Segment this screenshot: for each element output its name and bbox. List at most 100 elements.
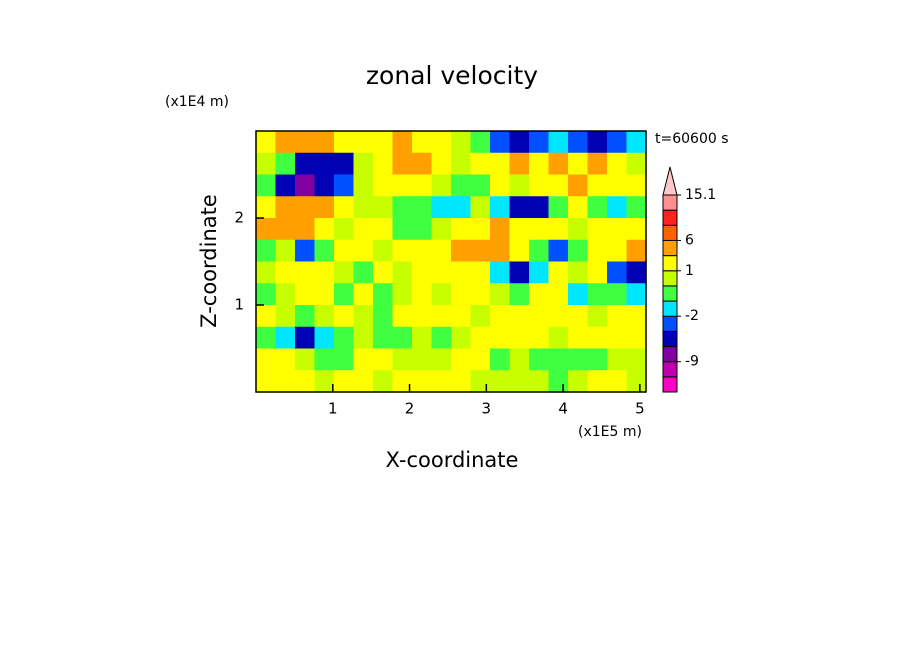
colorbar-segment: [662, 239, 678, 257]
contour-cell: [392, 174, 413, 197]
contour-cell: [529, 370, 550, 393]
contour-cell: [451, 348, 472, 371]
colorbar-segment: [662, 376, 678, 393]
contour-cell: [490, 283, 511, 306]
contour-cell: [275, 283, 296, 306]
contour-cell: [412, 326, 433, 350]
contour-cell: [548, 152, 569, 176]
contour-cell: [451, 174, 472, 197]
contour-cell: [568, 218, 589, 241]
contour-cell: [470, 348, 491, 371]
contour-cell: [587, 174, 608, 197]
contour-cell: [509, 239, 530, 263]
contour-cell: [256, 196, 277, 219]
contour-cell: [431, 261, 452, 284]
contour-cell: [529, 131, 550, 154]
contour-cell: [314, 196, 335, 219]
contour-cell: [607, 152, 628, 176]
contour-cell: [353, 370, 374, 393]
contour-cell: [431, 348, 452, 371]
contour-cell: [470, 261, 491, 284]
contour-cell: [373, 218, 394, 241]
y-tick-label: 1: [234, 296, 244, 314]
contour-cell: [256, 261, 277, 284]
contour-cell: [587, 196, 608, 219]
contour-cell: [451, 218, 472, 241]
contour-cell: [295, 131, 316, 154]
x-unit: (x1E5 m): [578, 424, 642, 440]
contour-cell: [373, 370, 394, 393]
contour-cell: [587, 261, 608, 284]
contour-cell: [353, 196, 374, 219]
contour-cell: [470, 370, 491, 393]
contour-cell: [392, 348, 413, 371]
contour-cell: [607, 283, 628, 306]
contour-cell: [509, 283, 530, 306]
contour-cell: [451, 326, 472, 350]
contour-cell: [392, 196, 413, 219]
colorbar-segment: [662, 255, 678, 272]
contour-cell: [275, 326, 296, 350]
colorbar-segment: [662, 330, 678, 348]
contour-cell: [256, 305, 277, 328]
contour-cell: [451, 261, 472, 284]
contour-cell: [412, 261, 433, 284]
contour-cell: [529, 348, 550, 371]
contour-cell: [412, 196, 433, 219]
contour-cell: [431, 283, 452, 306]
contour-cell: [295, 305, 316, 328]
contour-cell: [529, 152, 550, 176]
contour-cell: [490, 305, 511, 328]
contour-cell: [256, 326, 277, 350]
contour-cell: [451, 131, 472, 154]
contour-cell: [295, 196, 316, 219]
contour-cell: [568, 283, 589, 306]
contour-cell: [373, 174, 394, 197]
contour-cell: [470, 305, 491, 328]
contour-cell: [334, 283, 355, 306]
contour-cell: [373, 196, 394, 219]
contour-cell: [626, 261, 647, 284]
contour-cell: [275, 261, 296, 284]
contour-cell: [607, 326, 628, 350]
contour-cell: [392, 152, 413, 176]
contour-cell: [392, 239, 413, 263]
contour-cell: [509, 370, 530, 393]
contour-cell: [353, 348, 374, 371]
contour-cell: [587, 283, 608, 306]
contour-cell: [295, 174, 316, 197]
contour-cell: [373, 348, 394, 371]
contour-cell: [529, 261, 550, 284]
colorbar-segment: [662, 285, 678, 302]
contour-cell: [256, 152, 277, 176]
contour-cell: [548, 261, 569, 284]
contour-cell: [509, 174, 530, 197]
colorbar-tick-label: -9: [685, 354, 699, 370]
contour-cell: [587, 239, 608, 263]
colorbar-segment: [662, 346, 678, 363]
contour-cell: [626, 326, 647, 350]
contour-cell: [548, 131, 569, 154]
contour-cell: [548, 283, 569, 306]
x-tick-label: 4: [558, 400, 568, 418]
contour-cell: [256, 131, 277, 154]
contour-cell: [568, 196, 589, 219]
contour-cell: [626, 370, 647, 393]
contour-cell: [451, 370, 472, 393]
contour-cell: [470, 174, 491, 197]
contour-cell: [509, 152, 530, 176]
annotation: t=60600 s: [655, 131, 729, 147]
contour-cell: [314, 283, 335, 306]
contour-cell: [607, 239, 628, 263]
contour-cell: [412, 174, 433, 197]
contour-cell: [334, 348, 355, 371]
contour-cell: [587, 370, 608, 393]
contour-cell: [275, 174, 296, 197]
contour-cell: [412, 348, 433, 371]
contour-cell: [334, 261, 355, 284]
colorbar-extension: [662, 166, 678, 196]
contour-cell: [392, 370, 413, 393]
contour-cell: [412, 370, 433, 393]
contour-cell: [392, 131, 413, 154]
